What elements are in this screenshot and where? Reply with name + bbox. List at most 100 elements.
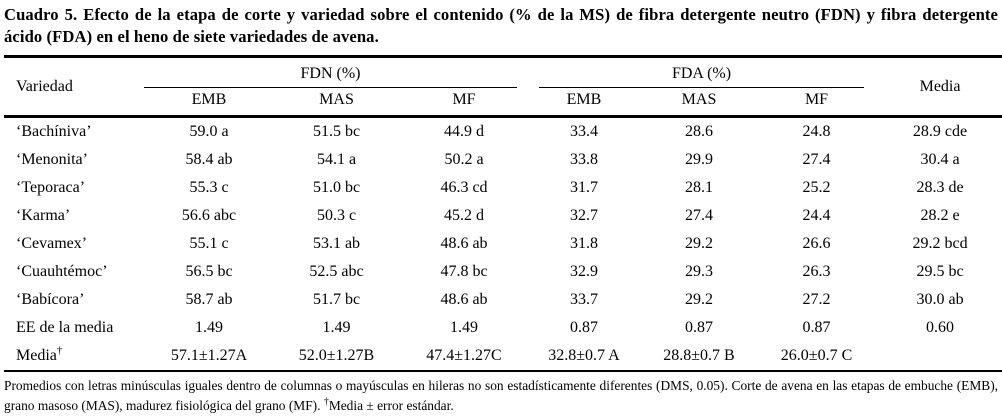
col-group-fdn: FDN (%) <box>144 57 529 89</box>
cell-fdn-mas: 50.3 c <box>316 207 357 225</box>
col-header-media: Media <box>919 77 961 95</box>
table-row: ‘Menonita’ 58.4 ab 54.1 a 50.2 a 33.8 29… <box>4 146 1002 174</box>
cell-variety: Media† <box>4 342 144 371</box>
cell-fda-emb: 32.8±0.7 A <box>548 347 620 365</box>
cell-fda-emb: 0.87 <box>570 319 598 337</box>
table-body: ‘Bachíniva’ 59.0 a 51.5 bc 44.9 d 33.4 2… <box>4 117 1002 372</box>
cell-media: 29.2 bcd <box>912 235 968 253</box>
cell-fda-mas: 28.8±0.7 B <box>663 347 735 365</box>
cell-fdn-mf: 47.8 bc <box>440 263 488 281</box>
cell-fdn-emb: 58.4 ab <box>185 151 233 169</box>
col-header-fdn-mf: MF <box>452 91 476 109</box>
table-header: Variedad FDN (%) FDA (%) Media EMB MAS M… <box>4 57 1002 117</box>
table-row-ee: EE de la media 1.49 1.49 1.49 0.87 0.87 … <box>4 314 1002 342</box>
cell-fda-emb: 32.7 <box>570 207 598 225</box>
cell-fda-mas: 27.4 <box>685 207 713 225</box>
cell-fda-mas: 29.2 <box>685 235 713 253</box>
table-row: ‘Teporaca’ 55.3 c 51.0 bc 46.3 cd 31.7 2… <box>4 174 1002 202</box>
cell-fda-mf: 27.4 <box>802 151 831 169</box>
cell-fda-mf: 26.0±0.7 C <box>780 347 853 365</box>
cell-media: 28.3 de <box>916 179 964 197</box>
footnote-text-2: Media ± error estándar. <box>328 397 454 413</box>
col-group-fda: FDA (%) <box>529 57 874 89</box>
cell-fda-mas: 28.1 <box>685 179 713 197</box>
cell-fdn-mf: 45.2 d <box>444 207 484 225</box>
col-header-fda-emb: EMB <box>566 91 602 109</box>
cell-fda-mf: 26.3 <box>802 263 831 281</box>
cell-fda-mf: 24.8 <box>802 123 831 141</box>
cell-fdn-emb: 56.6 abc <box>181 207 237 225</box>
media-row-label: Media <box>16 347 57 365</box>
cell-variety: ‘Cuauhtémoc’ <box>16 263 108 281</box>
cell-fdn-emb: 55.1 c <box>189 235 229 253</box>
media-row-dagger: † <box>56 345 63 358</box>
cell-variety: ‘Bachíniva’ <box>16 123 92 141</box>
cell-fdn-mas: 52.5 abc <box>309 263 364 281</box>
table-row: ‘Cevamex’ 55.1 c 53.1 ab 48.6 ab 31.8 29… <box>4 230 1002 258</box>
cell-fda-mf: 0.87 <box>802 319 831 337</box>
cell-fda-emb: 32.9 <box>570 263 598 281</box>
cell-fda-mas: 0.87 <box>685 319 713 337</box>
table-row-media: Media† 57.1±1.27A 52.0±1.27B 47.4±1.27C … <box>4 342 1002 371</box>
cell-media: 30.0 ab <box>916 291 964 309</box>
table-caption: Cuadro 5. Efecto de la etapa de corte y … <box>4 5 998 47</box>
cell-fdn-mf: 48.6 ab <box>440 291 488 309</box>
cell-fda-mas: 28.6 <box>685 123 713 141</box>
cell-fda-emb: 33.8 <box>570 151 598 169</box>
cell-fda-emb: 31.8 <box>570 235 598 253</box>
col-header-fdn-mas: MAS <box>319 91 354 109</box>
cell-fdn-mas: 51.7 bc <box>312 291 361 309</box>
cell-variety: ‘Karma’ <box>16 207 71 225</box>
cell-fda-mas: 29.9 <box>685 151 713 169</box>
data-table: Variedad FDN (%) FDA (%) Media EMB MAS M… <box>4 55 1002 372</box>
cell-fda-mf: 25.2 <box>802 179 831 197</box>
cell-media: 0.60 <box>926 319 955 337</box>
cell-fdn-emb: 59.0 a <box>189 123 229 141</box>
cell-variety: ‘Babícora’ <box>16 291 85 309</box>
table-row: ‘Cuauhtémoc’ 56.5 bc 52.5 abc 47.8 bc 32… <box>4 258 1002 286</box>
cell-media: 29.5 bc <box>916 263 964 281</box>
cell-fdn-emb: 58.7 ab <box>185 291 233 309</box>
cell-variety: ‘Teporaca’ <box>16 179 86 197</box>
cell-fda-emb: 31.7 <box>570 179 598 197</box>
cell-fda-emb: 33.4 <box>570 123 598 141</box>
col-header-fda-mas: MAS <box>681 91 717 109</box>
cell-media: 28.9 cde <box>912 123 968 141</box>
table-footnote: Promedios con letras minúsculas iguales … <box>4 376 998 414</box>
table-row: ‘Babícora’ 58.7 ab 51.7 bc 48.6 ab 33.7 … <box>4 286 1002 314</box>
cell-fdn-mf: 48.6 ab <box>440 235 488 253</box>
cell-fdn-mf: 1.49 <box>450 319 478 337</box>
cell-fdn-mas: 52.0±1.27B <box>298 347 375 365</box>
cell-fdn-mas: 51.5 bc <box>312 123 361 141</box>
footnote-dagger: † <box>323 396 329 408</box>
cell-fdn-mf: 46.3 cd <box>440 179 488 197</box>
header-row-groups: Variedad FDN (%) FDA (%) Media <box>4 57 1002 95</box>
cell-variety: EE de la media <box>16 319 114 337</box>
table-row: ‘Karma’ 56.6 abc 50.3 c 45.2 d 32.7 27.4… <box>4 202 1002 230</box>
cell-fdn-mas: 54.1 a <box>316 151 357 169</box>
cell-fdn-mas: 51.0 bc <box>312 179 361 197</box>
cell-fdn-emb: 56.5 bc <box>185 263 233 281</box>
cell-fdn-mf: 50.2 a <box>444 151 484 169</box>
cell-fda-mas: 29.2 <box>685 291 713 309</box>
cell-fda-emb: 33.7 <box>570 291 598 309</box>
header-row-stages: EMB MAS MF EMB MAS MF <box>4 88 1002 117</box>
cell-media: 30.4 a <box>920 151 960 169</box>
table-row: ‘Bachíniva’ 59.0 a 51.5 bc 44.9 d 33.4 2… <box>4 117 1002 147</box>
cell-media <box>874 342 1002 371</box>
cell-fda-mf: 27.2 <box>802 291 831 309</box>
cell-fdn-mas: 53.1 ab <box>312 235 361 253</box>
cell-media: 28.2 e <box>920 207 960 225</box>
cell-fdn-emb: 55.3 c <box>189 179 229 197</box>
cell-fda-mas: 29.3 <box>685 263 713 281</box>
cell-fda-mf: 24.4 <box>802 207 831 225</box>
col-group-fdn-label: FDN (%) <box>144 64 517 89</box>
cell-variety: ‘Cevamex’ <box>16 235 88 253</box>
cell-fdn-emb: 1.49 <box>195 319 223 337</box>
cell-fdn-emb: 57.1±1.27A <box>170 347 248 365</box>
cell-fda-mf: 26.6 <box>802 235 831 253</box>
col-group-fda-label: FDA (%) <box>539 64 865 89</box>
cell-fdn-mas: 1.49 <box>322 319 351 337</box>
cell-fdn-mf: 47.4±1.27C <box>426 347 502 365</box>
